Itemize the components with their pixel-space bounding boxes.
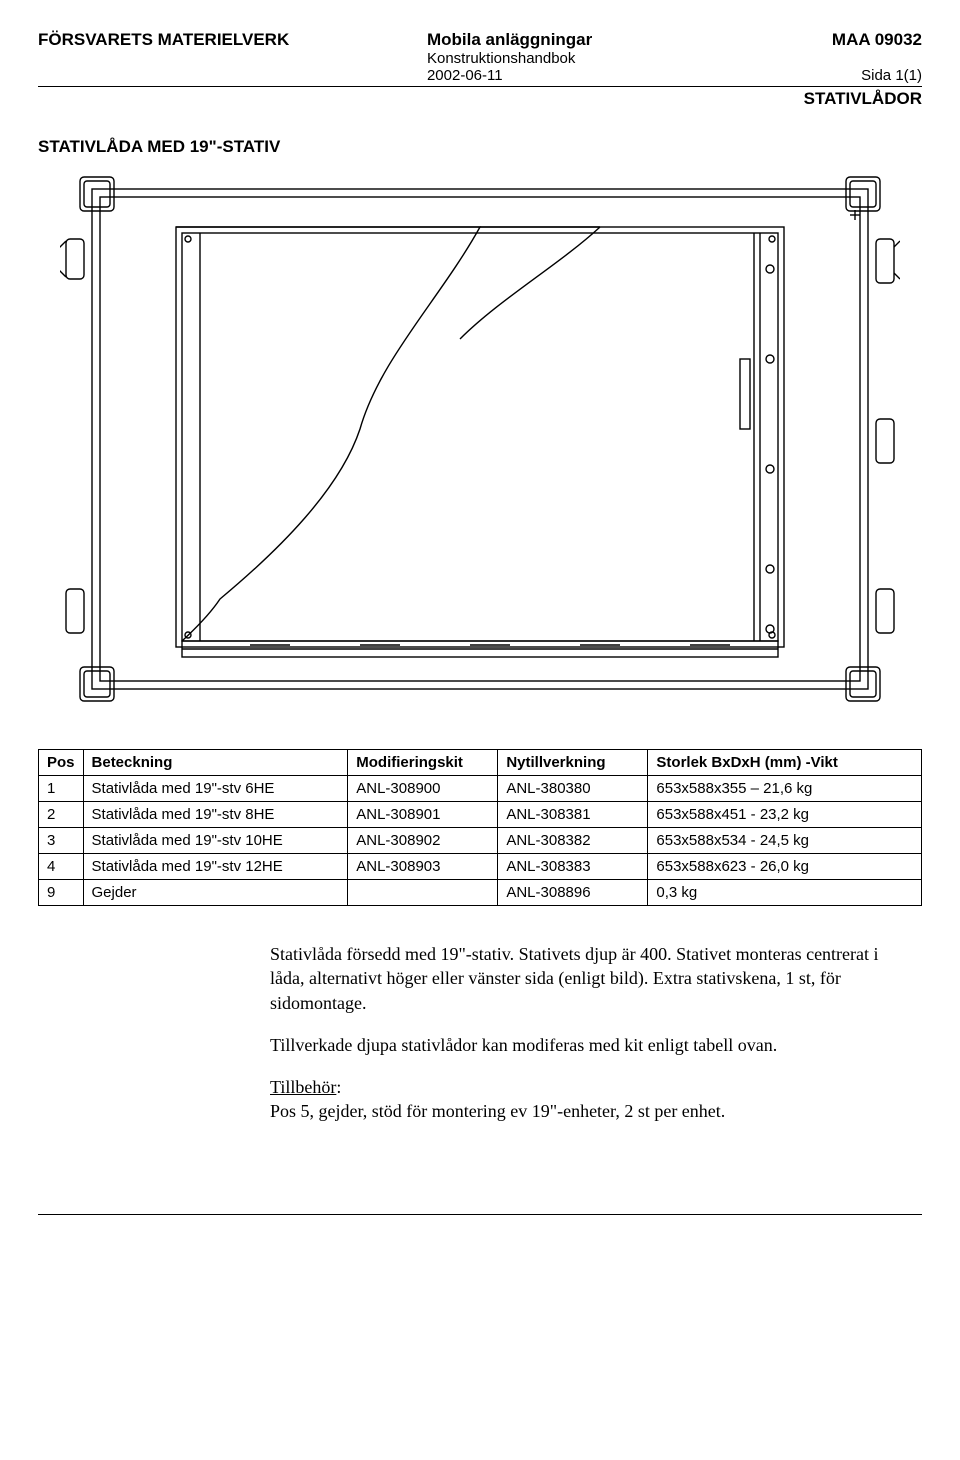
body-text: Stativlåda försedd med 19"-stativ. Stati… bbox=[270, 942, 880, 1124]
col-pos: Pos bbox=[39, 750, 84, 776]
col-modkit: Modifieringskit bbox=[348, 750, 498, 776]
accessories-label: Tillbehör bbox=[270, 1077, 336, 1097]
doc-header: FÖRSVARETS MATERIELVERK Mobila anläggnin… bbox=[38, 30, 922, 50]
paragraph-1: Stativlåda försedd med 19"-stativ. Stati… bbox=[270, 942, 880, 1015]
col-nytill: Nytillverkning bbox=[498, 750, 648, 776]
doc-date: 2002-06-11 bbox=[427, 67, 692, 84]
table-header-row: Pos Beteckning Modifieringskit Nytillver… bbox=[39, 750, 922, 776]
doc-subheader-2: 2002-06-11 Sida 1(1) bbox=[38, 67, 922, 84]
table-row: 4 Stativlåda med 19"-stv 12HE ANL-308903… bbox=[39, 854, 922, 880]
table-row: 3 Stativlåda med 19"-stv 10HE ANL-308902… bbox=[39, 828, 922, 854]
col-storlek: Storlek BxDxH (mm) -Vikt bbox=[648, 750, 922, 776]
col-beteckning: Beteckning bbox=[83, 750, 348, 776]
accessories-colon: : bbox=[336, 1077, 341, 1097]
doc-page: Sida 1(1) bbox=[692, 67, 922, 84]
table-row: 2 Stativlåda med 19"-stv 8HE ANL-308901 … bbox=[39, 802, 922, 828]
section-name: STATIVLÅDOR bbox=[38, 89, 922, 109]
doc-subtitle: Konstruktionshandbok bbox=[427, 50, 692, 67]
paragraph-2: Tillverkade djupa stativlådor kan modife… bbox=[270, 1033, 880, 1057]
spec-table: Pos Beteckning Modifieringskit Nytillver… bbox=[38, 749, 922, 906]
accessories: Tillbehör: Pos 5, gejder, stöd för monte… bbox=[270, 1075, 880, 1124]
technical-drawing bbox=[60, 169, 900, 709]
table-row: 1 Stativlåda med 19"-stv 6HE ANL-308900 … bbox=[39, 776, 922, 802]
page-title: STATIVLÅDA MED 19"-STATIV bbox=[38, 137, 922, 157]
doc-subheader-1: Konstruktionshandbok bbox=[38, 50, 922, 67]
footer-rule bbox=[38, 1214, 922, 1215]
doc-series: Mobila anläggningar bbox=[427, 30, 692, 50]
org-name: FÖRSVARETS MATERIELVERK bbox=[38, 30, 427, 50]
table-row: 9 Gejder ANL-308896 0,3 kg bbox=[39, 880, 922, 906]
header-rule bbox=[38, 86, 922, 87]
accessories-text: Pos 5, gejder, stöd för montering ev 19"… bbox=[270, 1101, 725, 1121]
doc-code: MAA 09032 bbox=[692, 30, 922, 50]
